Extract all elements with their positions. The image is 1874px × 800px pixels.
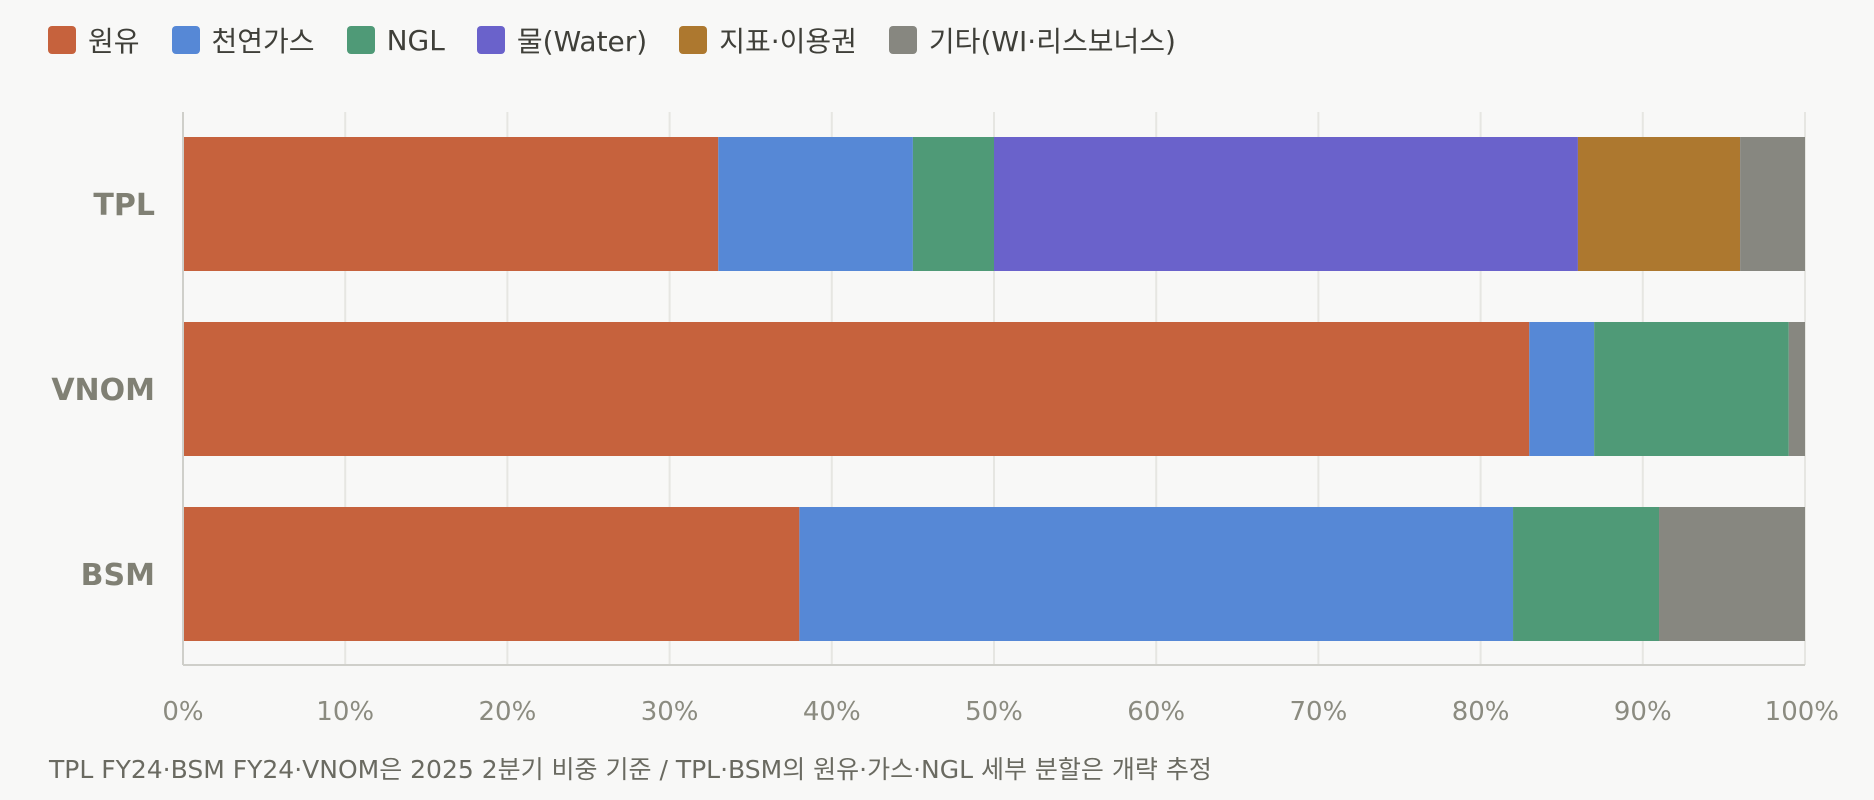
legend-item: 천연가스 [171,20,315,60]
bar-segment [183,322,1530,456]
bars [183,137,1805,641]
category-label: TPL [93,188,155,223]
legend-label: 원유 [88,25,140,58]
bar-segment [1529,322,1595,456]
bar-segment [183,137,719,271]
legend-swatch [476,26,505,54]
bar-segment [1513,507,1660,641]
x-tick-label: 90% [1614,697,1672,727]
bar-segment [1577,137,1741,271]
x-tick-label: 70% [1290,697,1348,727]
chart-legend: 원유 천연가스 NGL 물(Water) 지표·이용권 기타(WI·리스보너스) [48,20,1208,60]
category-label: BSM [81,558,155,593]
x-axis-tick-labels: 0% 10% 20% 30% 40% 50% 60% 70% 80% 90% 100% [162,697,1839,727]
legend-label: 기타(WI·리스보너스) [928,25,1176,58]
legend-item: 기타(WI·리스보너스) [888,20,1176,60]
chart-footnote: TPL FY24·BSM FY24·VNOM은 2025 2분기 비중 기준 /… [49,755,1212,784]
bar-segment [1659,507,1805,641]
x-tick-label: 50% [965,697,1023,727]
legend-item: 원유 [48,20,140,60]
legend-swatch [346,26,375,54]
x-tick-label: 40% [803,697,861,727]
legend-label: 물(Water) [516,25,648,58]
x-tick-label: 60% [1127,697,1185,727]
bar-segment [912,137,994,271]
x-tick-label: 10% [316,697,374,727]
legend-item: NGL [346,23,445,57]
legend-label: NGL [386,23,445,57]
legend-label: 지표·이용권 [719,25,857,58]
bar-segment [718,137,913,271]
legend-swatch [171,26,200,54]
bar-segment [1740,137,1805,271]
bar-segment [1788,322,1805,456]
y-axis-category-labels: TPL VNOM BSM [51,188,155,593]
x-tick-label: 0% [162,697,203,727]
legend-swatch [888,26,917,54]
bar-segment [1594,322,1789,456]
legend-item: 물(Water) [476,20,648,60]
x-tick-label: 20% [479,697,537,727]
legend-swatch [679,26,708,54]
legend-item: 지표·이용권 [679,20,857,60]
x-tick-label: 80% [1452,697,1510,727]
axes [182,112,1805,666]
bar-segment [183,507,800,641]
bar-segment [799,507,1514,641]
legend-swatch [48,26,76,54]
x-tick-label: 100% [1765,697,1839,727]
legend-label: 천연가스 [211,25,315,58]
category-label: VNOM [51,373,155,408]
x-tick-label: 30% [641,697,699,727]
bar-segment [994,137,1578,271]
